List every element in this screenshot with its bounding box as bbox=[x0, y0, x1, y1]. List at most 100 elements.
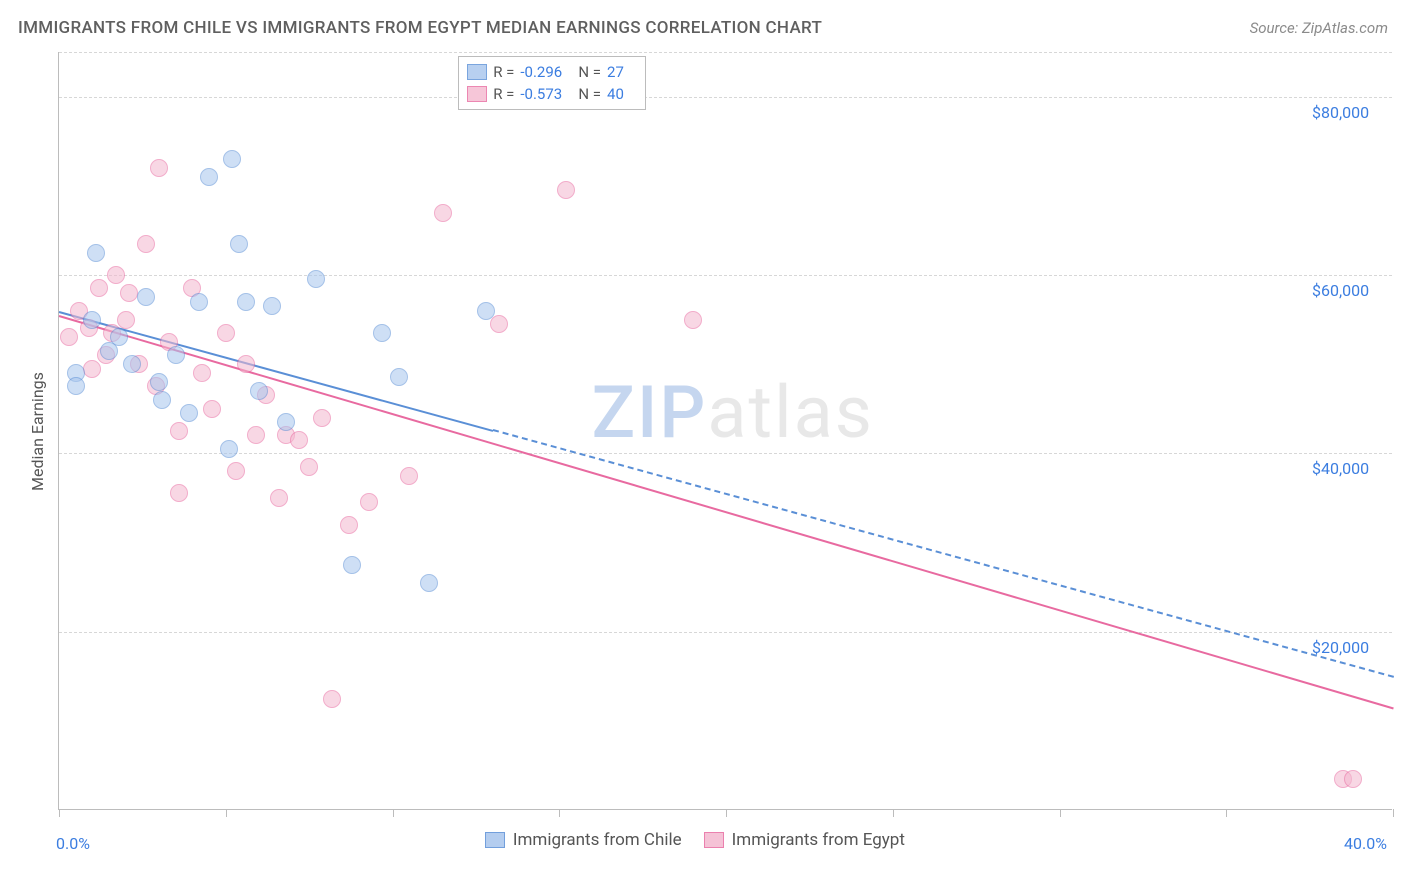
data-point bbox=[83, 311, 101, 329]
data-point bbox=[170, 422, 188, 440]
data-point bbox=[270, 489, 288, 507]
trend-line bbox=[59, 311, 493, 432]
data-point bbox=[90, 279, 108, 297]
data-point bbox=[313, 409, 331, 427]
data-point bbox=[323, 690, 341, 708]
source-label: Source: ZipAtlas.com bbox=[1250, 19, 1388, 37]
legend-item: Immigrants from Egypt bbox=[704, 830, 905, 850]
series-legend: Immigrants from Chile Immigrants from Egy… bbox=[485, 830, 905, 850]
data-point bbox=[170, 484, 188, 502]
data-point bbox=[490, 315, 508, 333]
data-point bbox=[237, 355, 255, 373]
x-tick bbox=[559, 809, 560, 817]
y-tick-label: $60,000 bbox=[1312, 281, 1369, 300]
x-tick bbox=[59, 809, 60, 817]
data-point bbox=[247, 426, 265, 444]
chart-header: IMMIGRANTS FROM CHILE VS IMMIGRANTS FROM… bbox=[0, 0, 1406, 44]
gridline bbox=[59, 97, 1392, 98]
legend-r-value: -0.573 bbox=[520, 83, 572, 105]
data-point bbox=[373, 324, 391, 342]
legend-n-value: 27 bbox=[607, 61, 635, 83]
data-point bbox=[230, 235, 248, 253]
data-point bbox=[220, 440, 238, 458]
data-point bbox=[60, 328, 78, 346]
data-point bbox=[203, 400, 221, 418]
data-point bbox=[400, 467, 418, 485]
data-point bbox=[300, 458, 318, 476]
legend-r-label: R = bbox=[493, 61, 514, 83]
legend-swatch bbox=[485, 832, 505, 848]
legend-n-value: 40 bbox=[607, 83, 635, 105]
legend-row: R = -0.573 N = 40 bbox=[467, 83, 635, 105]
legend-n-label: N = bbox=[578, 61, 601, 83]
data-point bbox=[180, 404, 198, 422]
legend-n-label: N = bbox=[578, 83, 601, 105]
data-point bbox=[123, 355, 141, 373]
data-point bbox=[420, 574, 438, 592]
data-point bbox=[137, 288, 155, 306]
data-point bbox=[193, 364, 211, 382]
x-tick bbox=[226, 809, 227, 817]
legend-series-label: Immigrants from Egypt bbox=[732, 830, 905, 850]
data-point bbox=[67, 377, 85, 395]
data-point bbox=[477, 302, 495, 320]
data-point bbox=[277, 413, 295, 431]
y-axis-label: Median Earnings bbox=[28, 372, 47, 491]
data-point bbox=[150, 159, 168, 177]
legend-r-label: R = bbox=[493, 83, 514, 105]
correlation-legend: R = -0.296 N = 27 R = -0.573 N = 40 bbox=[458, 56, 646, 110]
data-point bbox=[237, 293, 255, 311]
gridline bbox=[59, 632, 1392, 633]
data-point bbox=[434, 204, 452, 222]
x-tick bbox=[1060, 809, 1061, 817]
y-tick-label: $80,000 bbox=[1312, 103, 1369, 122]
legend-r-value: -0.296 bbox=[520, 61, 572, 83]
data-point bbox=[360, 493, 378, 511]
data-point bbox=[557, 181, 575, 199]
data-point bbox=[137, 235, 155, 253]
y-tick-label: $20,000 bbox=[1312, 638, 1369, 657]
data-point bbox=[340, 516, 358, 534]
data-point bbox=[227, 462, 245, 480]
x-tick bbox=[893, 809, 894, 817]
data-point bbox=[167, 346, 185, 364]
gridline bbox=[59, 453, 1392, 454]
data-point bbox=[250, 382, 268, 400]
data-point bbox=[223, 150, 241, 168]
data-point bbox=[343, 556, 361, 574]
data-point bbox=[200, 168, 218, 186]
data-point bbox=[263, 297, 281, 315]
gridline bbox=[59, 52, 1392, 53]
legend-swatch bbox=[467, 64, 487, 80]
x-tick bbox=[726, 809, 727, 817]
chart-title: IMMIGRANTS FROM CHILE VS IMMIGRANTS FROM… bbox=[18, 18, 822, 38]
data-point bbox=[684, 311, 702, 329]
data-point bbox=[290, 431, 308, 449]
legend-swatch bbox=[467, 86, 487, 102]
data-point bbox=[87, 244, 105, 262]
data-point bbox=[1344, 770, 1362, 788]
data-point bbox=[120, 284, 138, 302]
data-point bbox=[390, 368, 408, 386]
legend-row: R = -0.296 N = 27 bbox=[467, 61, 635, 83]
trend-line bbox=[59, 315, 1394, 709]
data-point bbox=[190, 293, 208, 311]
trend-line bbox=[492, 429, 1393, 678]
legend-series-label: Immigrants from Chile bbox=[513, 830, 682, 850]
x-tick-label: 40.0% bbox=[1344, 834, 1387, 853]
gridline bbox=[59, 275, 1392, 276]
data-point bbox=[83, 360, 101, 378]
legend-swatch bbox=[704, 832, 724, 848]
legend-item: Immigrants from Chile bbox=[485, 830, 682, 850]
data-point bbox=[153, 391, 171, 409]
x-tick-label: 0.0% bbox=[56, 834, 90, 853]
x-tick bbox=[1226, 809, 1227, 817]
x-tick bbox=[1393, 809, 1394, 817]
data-point bbox=[110, 328, 128, 346]
data-point bbox=[107, 266, 125, 284]
plot-area bbox=[58, 52, 1392, 810]
data-point bbox=[307, 270, 325, 288]
data-point bbox=[150, 373, 168, 391]
data-point bbox=[117, 311, 135, 329]
x-tick bbox=[393, 809, 394, 817]
